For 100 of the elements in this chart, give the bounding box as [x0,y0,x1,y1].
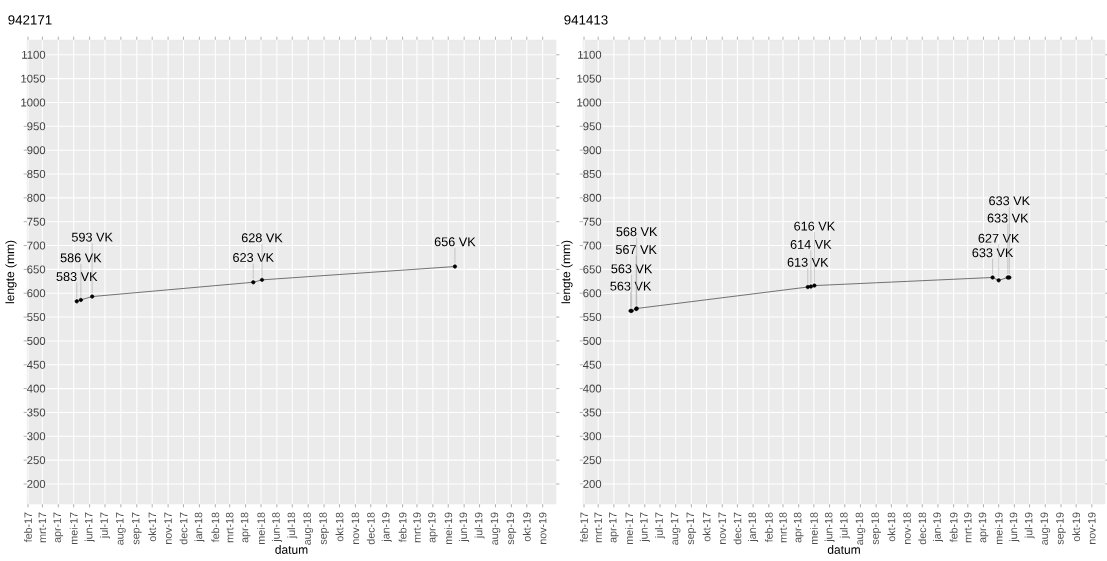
y-tick-label: 350 [27,408,46,417]
data-label: 633 VK [987,213,1029,223]
x-tick-label: feb-19 [398,512,407,543]
x-tick-label: mrt-18 [779,512,787,543]
data-label: 623 VK [233,253,274,262]
x-tick-label: sep-19 [506,512,517,545]
x-tick-label: jun-17 [639,512,650,542]
x-tick-label: aug-17 [670,512,681,545]
y-tick-label: 1000 [21,98,46,107]
y-tick-label: 700 [27,241,46,250]
x-tick-label: jul-18 [839,512,850,539]
data-label: 656 VK [434,237,476,247]
x-tick-label: okt-18 [335,512,344,542]
y-tick-label: 400 [582,384,602,393]
y-tick-label: 250 [27,456,46,465]
data-label: 627 VK [978,233,1020,243]
y-tick-label: 850 [27,170,46,179]
y-tick-label: 1100 [22,50,46,59]
x-tick-label: nov-18 [903,512,911,544]
y-tick-label: 850 [583,170,602,179]
x-tick-label: jul-17 [654,512,665,539]
x-tick-label: aug-19 [490,512,501,545]
x-tick-label: mei-19 [444,512,453,544]
x-tick-label: sep-17 [686,512,697,545]
data-label: 613 VK [787,257,829,267]
x-tick-label: apr-18 [793,512,804,543]
x-tick-label: sep-18 [871,512,881,545]
x-tick-label: feb-19 [949,512,958,543]
y-tick-label: 800 [583,193,602,202]
y-tick-label: 1050 [577,74,602,83]
y-tick-label: 250 [583,456,602,465]
y-tick-label: 1000 [577,98,602,107]
x-tick-label: nov-18 [351,512,360,544]
y-tick-label: 500 [583,336,602,345]
x-tick-label: nov-19 [538,512,547,544]
x-tick-label: sep-17 [132,512,142,545]
y-tick-label: 400 [26,384,46,393]
x-tick-label: mei-18 [257,512,265,544]
y-tick-label: 1100 [578,50,602,59]
y-tick-label: 750 [27,217,46,226]
x-tick-label: okt-19 [1072,512,1081,542]
x-tick-label: mrt-17 [38,512,47,543]
x-tick-label: mrt-18 [225,512,234,543]
x-tick-label: jan-18 [194,512,205,542]
data-label: 628 VK [241,233,283,243]
y-tick-label: 1050 [21,74,46,83]
x-tick-label: jun-18 [824,512,835,542]
y-tick-label: 650 [27,265,46,274]
x-tick-label: aug-19 [1040,512,1051,545]
data-label: 568 VK [616,227,658,237]
x-tick-label: dec-17 [179,512,188,545]
y-tick-label: 500 [27,336,46,345]
x-tick-label: dec-18 [918,512,927,545]
x-tick-label: feb-17 [580,512,588,543]
x-tick-label: dec-18 [366,512,375,545]
y-axis-title: lengte (mm) [561,240,573,304]
data-label: 633 VK [972,248,1014,258]
y-tick-label: 600 [27,289,46,298]
y-tick-label: 750 [583,217,602,226]
x-tick-label: nov-19 [1088,512,1096,544]
x-tick-label: okt-17 [702,512,711,542]
x-tick-label: feb-18 [211,512,220,543]
chart-title: 942171 [8,15,52,25]
y-tick-label: 950 [583,122,602,131]
x-tick-label: okt-19 [522,512,531,542]
x-tick-label: jul-19 [474,512,485,539]
data-label: 593 VK [71,232,113,242]
x-tick-label: apr-19 [978,512,989,543]
data-label: 586 VK [60,253,102,263]
x-tick-label: mei-17 [625,512,633,544]
x-tick-label: dec-17 [733,512,742,545]
y-tick-label: 200 [27,479,46,488]
x-tick-label: mei-17 [69,512,78,544]
x-tick-label: sep-18 [319,512,329,545]
x-tick-label: jul-17 [100,512,110,539]
y-tick-label: 900 [583,146,602,155]
x-axis-title: datum [275,545,308,554]
x-tick-label: feb-17 [24,512,32,543]
x-tick-label: nov-17 [718,512,726,544]
y-tick-label: 300 [583,432,602,441]
x-tick-label: mrt-17 [594,512,602,543]
data-label: 563 VK [611,264,653,274]
y-tick-label: 550 [27,313,46,322]
y-tick-label: 200 [583,479,602,488]
x-tick-label: jul-19 [1024,512,1035,539]
x-tick-label: mrt-19 [964,512,972,543]
x-tick-label: jun-18 [271,512,282,542]
y-tick-label: 450 [26,360,46,369]
x-tick-label: aug-18 [855,512,866,545]
x-tick-label: apr-17 [53,512,64,543]
x-tick-label: mei-18 [809,512,818,544]
data-label: 567 VK [615,245,657,255]
y-tick-label: 650 [583,265,602,274]
x-tick-label: apr-17 [609,512,619,543]
y-tick-label: 800 [27,193,46,202]
x-tick-label: apr-19 [428,512,438,543]
y-tick-label: 550 [583,313,602,322]
x-tick-label: apr-18 [240,512,251,543]
data-label: 616 VK [794,221,835,231]
x-axis-title: datum [827,545,860,554]
